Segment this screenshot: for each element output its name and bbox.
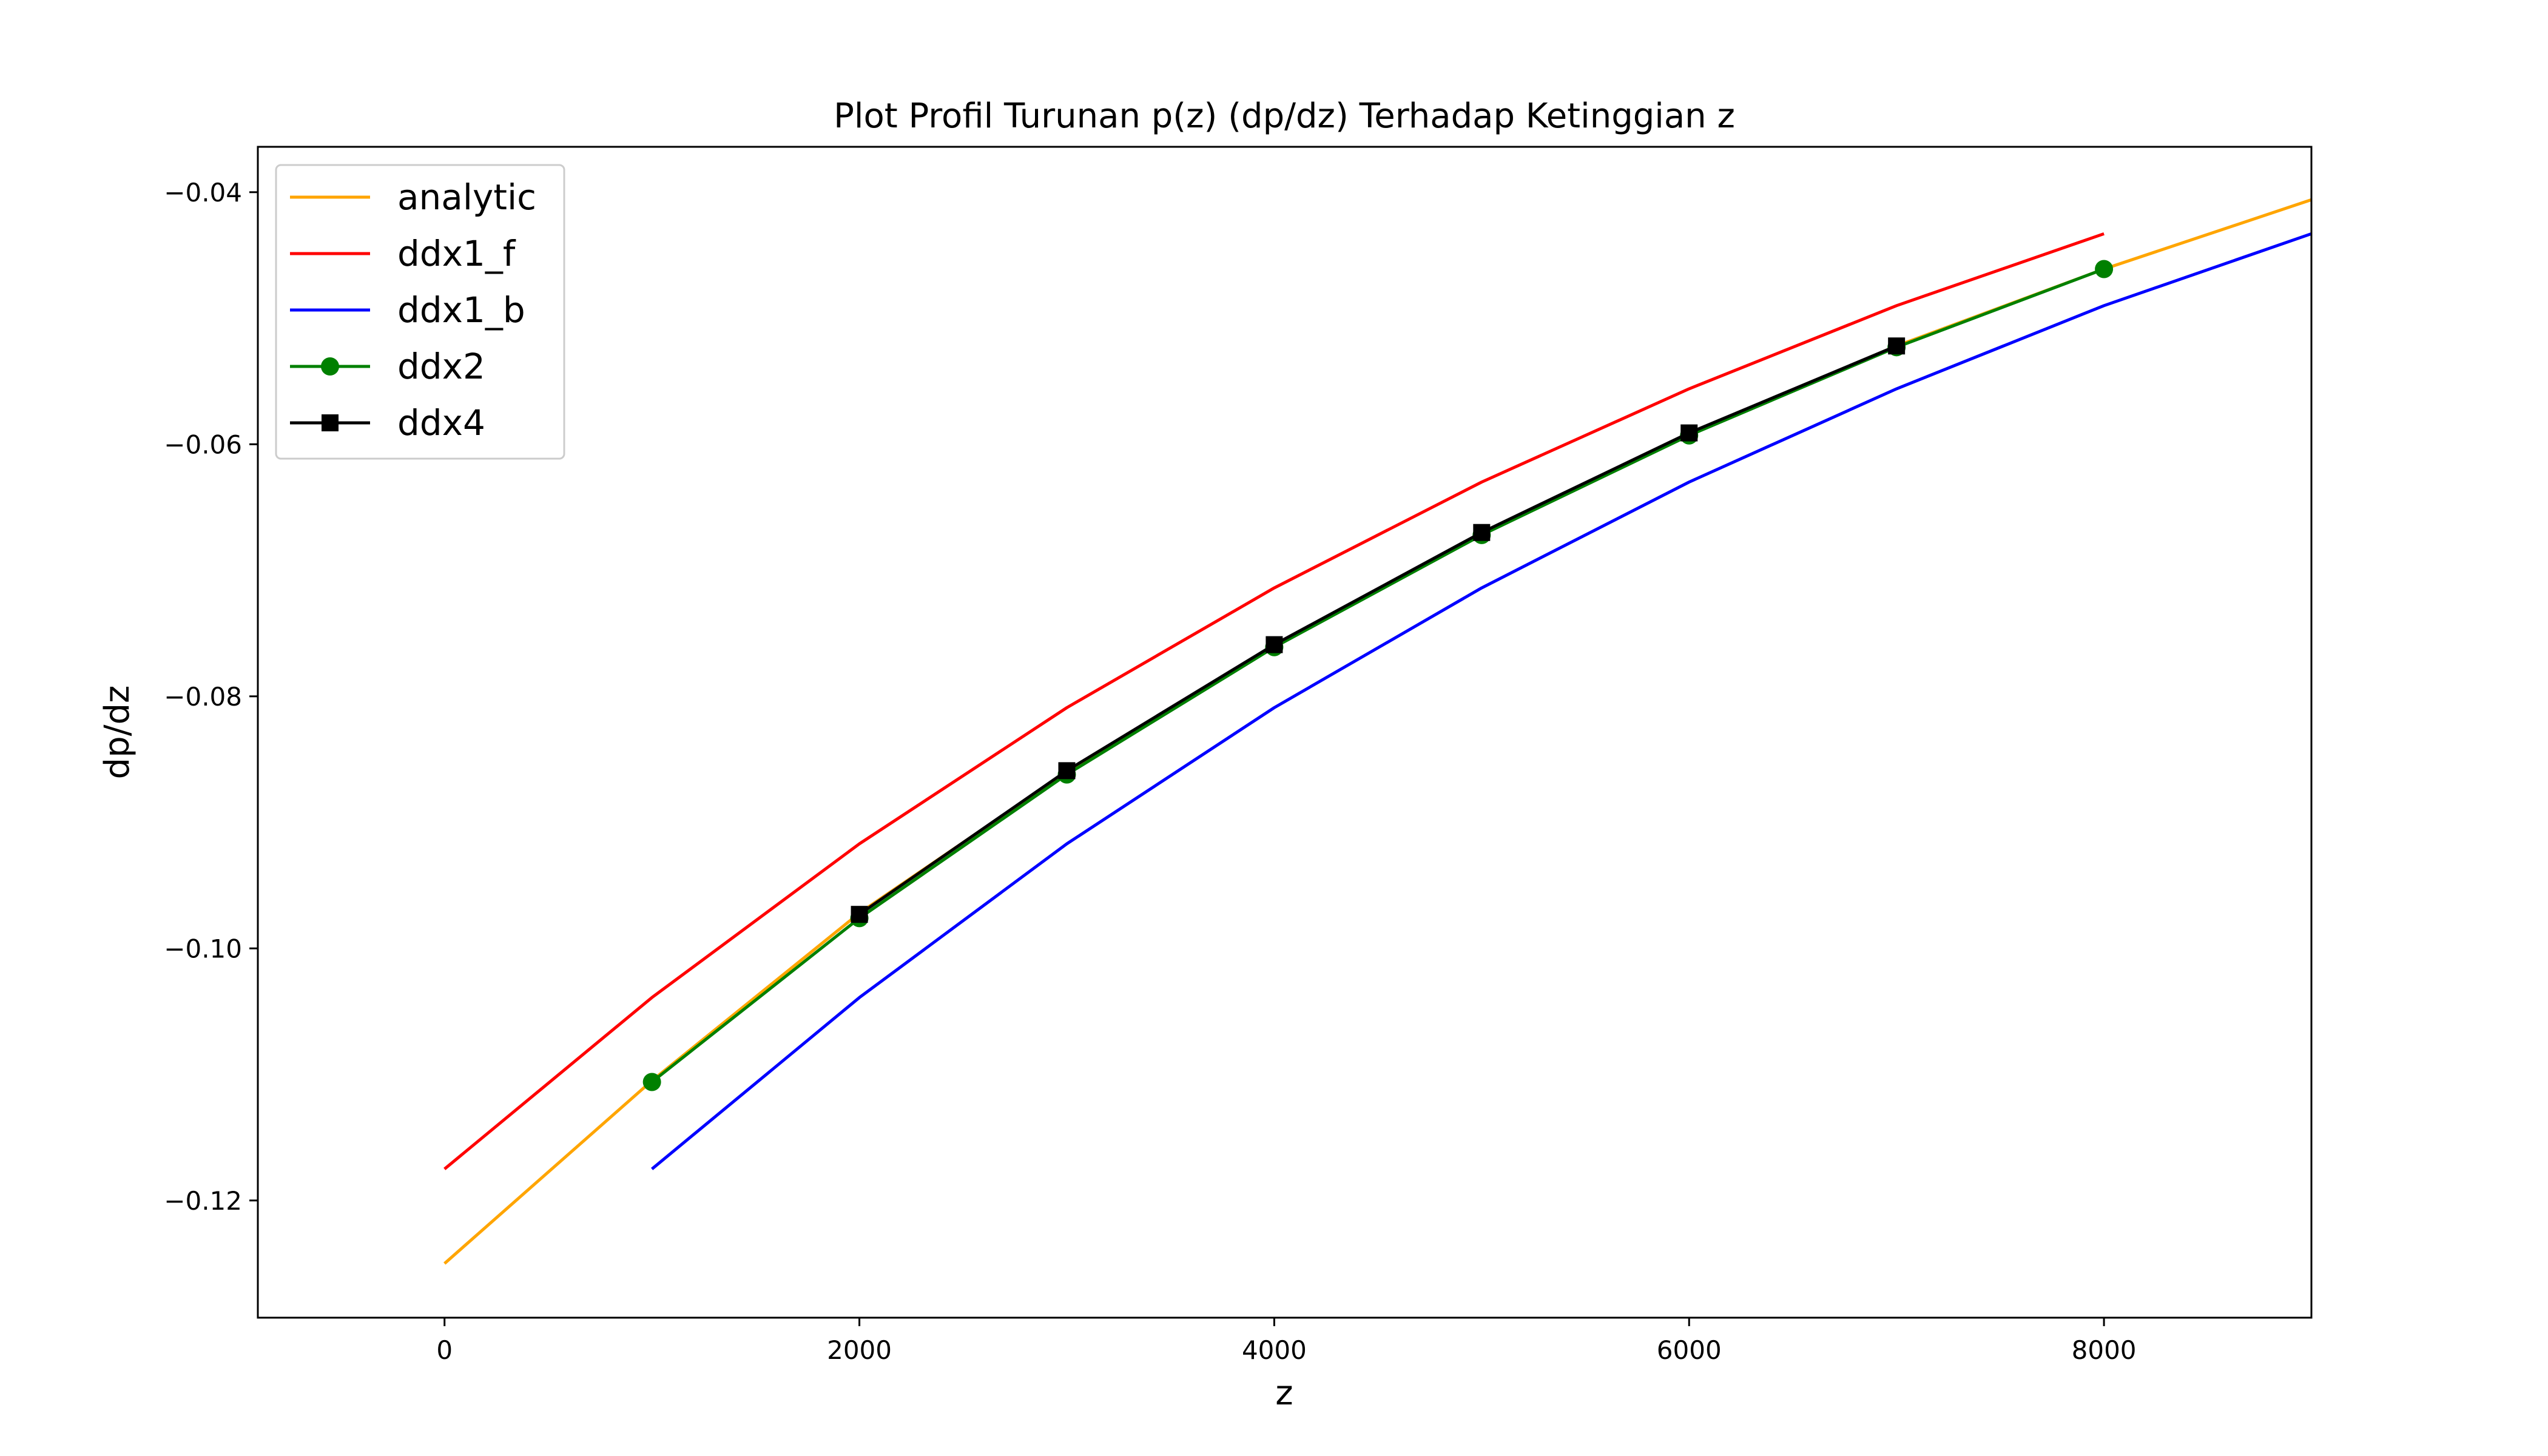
y-tick-label: −0.12: [164, 1186, 242, 1216]
legend-label: ddx2: [397, 346, 485, 387]
plot-area: [257, 146, 2313, 1319]
x-tick-label: 6000: [1657, 1335, 1722, 1365]
data-point: [1473, 524, 1491, 541]
series-line: [651, 232, 2312, 1170]
legend-item: ddx4: [290, 402, 485, 443]
x-tick-label: 0: [436, 1335, 453, 1365]
legend-item: ddx2: [290, 346, 485, 387]
data-point: [851, 906, 868, 923]
x-tick-label: 2000: [827, 1335, 892, 1365]
data-point: [1266, 636, 1283, 653]
y-tick-label: −0.06: [164, 430, 242, 459]
y-tick-label: −0.10: [164, 934, 242, 963]
series-line: [443, 232, 2105, 1170]
chart-title: Plot Profil Turunan p(z) (dp/dz) Terhada…: [834, 96, 1735, 136]
axes-frame: [257, 146, 2313, 1319]
series-ddx1-b: [651, 232, 2312, 1170]
y-tick-label: −0.04: [164, 178, 242, 207]
legend-label: ddx1_b: [397, 289, 525, 331]
data-point: [2095, 260, 2114, 278]
data-point: [1680, 424, 1698, 442]
y-axis-ticks: −0.04 −0.06 −0.08 −0.10 −0.12: [164, 178, 258, 1216]
x-tick-label: 4000: [1242, 1335, 1307, 1365]
legend-label: ddx1_f: [397, 233, 516, 274]
x-tick-label: 8000: [2072, 1335, 2137, 1365]
legend-marker: [322, 414, 339, 431]
legend-item: ddx1_f: [290, 233, 516, 274]
data-point: [642, 1073, 661, 1091]
y-axis-label: dp/dz: [98, 686, 137, 780]
y-tick-label: −0.08: [164, 682, 242, 712]
x-axis-label: z: [1275, 1373, 1293, 1413]
legend-item: ddx1_b: [290, 289, 525, 331]
legend-marker: [321, 357, 339, 376]
series-line: [858, 344, 1898, 916]
legend-item: analytic: [290, 177, 536, 218]
legend: analytic ddx1_f ddx1_b ddx2 ddx4: [275, 164, 565, 460]
legend-label: analytic: [397, 177, 536, 218]
series-ddx1-f: [443, 232, 2105, 1170]
x-axis-ticks: 0 2000 4000 6000 8000: [436, 1318, 2137, 1365]
series-layer: [443, 198, 2312, 1265]
data-point: [1888, 337, 1906, 355]
legend-label: ddx4: [397, 402, 485, 443]
legend-frame: [275, 164, 565, 460]
series-ddx4: [851, 337, 1906, 923]
data-point: [1058, 762, 1076, 780]
